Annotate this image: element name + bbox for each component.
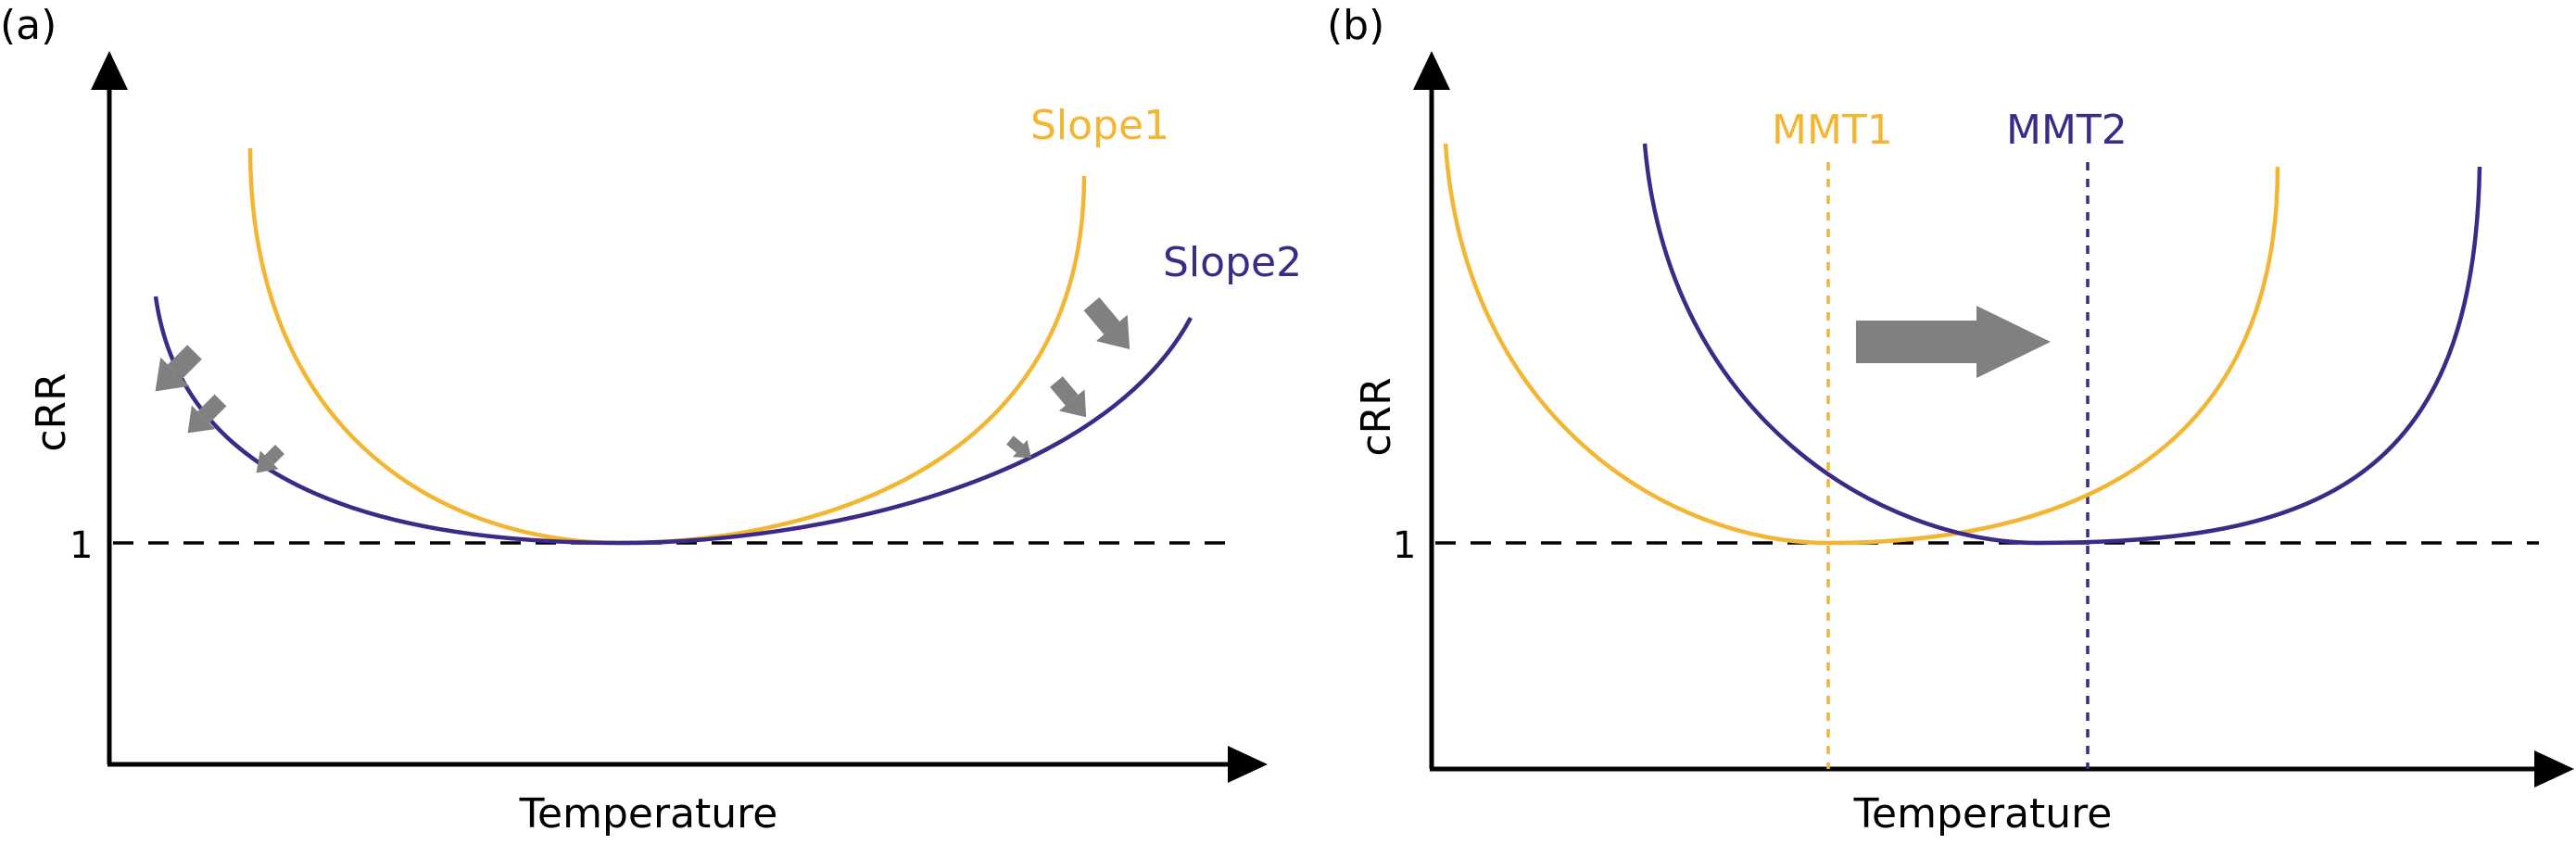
panel-b-mmt1-label: MMT1 <box>1772 107 1893 154</box>
panel-b-y-axis-arrowhead <box>1413 51 1450 90</box>
panel-a-slope2-label: Slope2 <box>1163 239 1302 286</box>
panel-b-mmt2-label: MMT2 <box>2006 107 2128 154</box>
panel-a-arrow-right-3 <box>1006 435 1031 459</box>
panel-a-arrow-right-1 <box>1083 296 1130 350</box>
panel-a-slope1-curve <box>247 147 1087 546</box>
panel-a-ylabel: cRR <box>28 372 75 451</box>
panel-b-x-axis-arrowhead <box>2534 750 2574 788</box>
panel-a-ref-tick: 1 <box>69 524 93 567</box>
panel-a-y-axis-arrowhead <box>91 51 128 90</box>
panel-a-slope1-label: Slope1 <box>1030 102 1169 149</box>
panel-a-label: (a) <box>0 2 57 49</box>
panel-a-arrow-left-3 <box>256 445 284 473</box>
panel-a-arrow-left-2 <box>187 394 227 434</box>
panel-a: (a) 1 cRR Temperature Slope1 Slope2 <box>0 2 1302 838</box>
panel-a-arrow-left-1 <box>155 345 202 392</box>
panel-b-label: (b) <box>1327 2 1384 49</box>
panel-a-x-axis-arrowhead <box>1228 746 1268 783</box>
panel-b-mmt1-curve <box>1443 143 2280 546</box>
panel-b-xlabel: Temperature <box>1853 790 2113 838</box>
panel-b-ylabel: cRR <box>1353 377 1400 456</box>
panel-b-shift-arrow <box>1856 306 2051 378</box>
panel-b-ref-tick: 1 <box>1393 524 1416 567</box>
panel-a-slope2-curve <box>153 296 1193 546</box>
panel-b-mmt2-curve <box>1642 143 2482 546</box>
panel-b: (b) 1 cRR Temperature MMT1 MMT2 <box>1327 2 2574 838</box>
panel-a-arrow-right-2 <box>1050 376 1087 418</box>
panel-a-xlabel: Temperature <box>519 790 778 838</box>
